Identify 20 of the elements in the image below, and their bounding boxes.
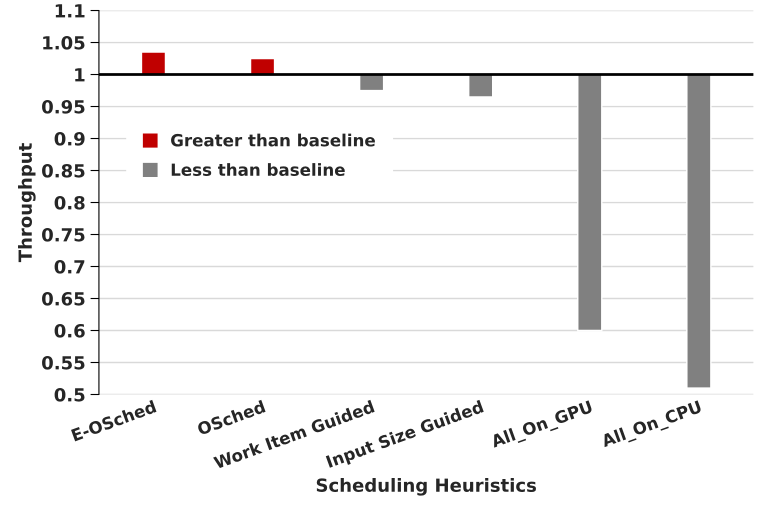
y-tick-label: 0.65 xyxy=(42,292,84,306)
y-tick-label: 0.95 xyxy=(42,100,84,114)
y-tick-label: 0.75 xyxy=(42,228,84,242)
y-tick-label: 0.55 xyxy=(42,356,84,370)
legend-label: Greater than baseline xyxy=(171,134,375,147)
legend-label: Less than baseline xyxy=(172,163,345,176)
y-tick-label: 0.9 xyxy=(54,132,85,146)
y-tick-label: 0.6 xyxy=(54,324,85,338)
bar xyxy=(468,74,494,98)
bar xyxy=(686,74,712,389)
y-tick-label: 0.7 xyxy=(54,260,84,274)
y-axis-title: Throughput xyxy=(18,143,36,262)
y-tick-label: 1 xyxy=(75,68,84,82)
y-tick-label: 0.85 xyxy=(42,164,84,178)
bar xyxy=(577,74,602,332)
x-axis-title: Scheduling Heuristics xyxy=(316,478,536,496)
y-tick-label: 0.8 xyxy=(54,196,85,210)
y-tick-label: 1.05 xyxy=(43,36,84,50)
y-tick-label: 1.1 xyxy=(56,4,84,18)
y-tick-label: 0.5 xyxy=(54,388,84,402)
